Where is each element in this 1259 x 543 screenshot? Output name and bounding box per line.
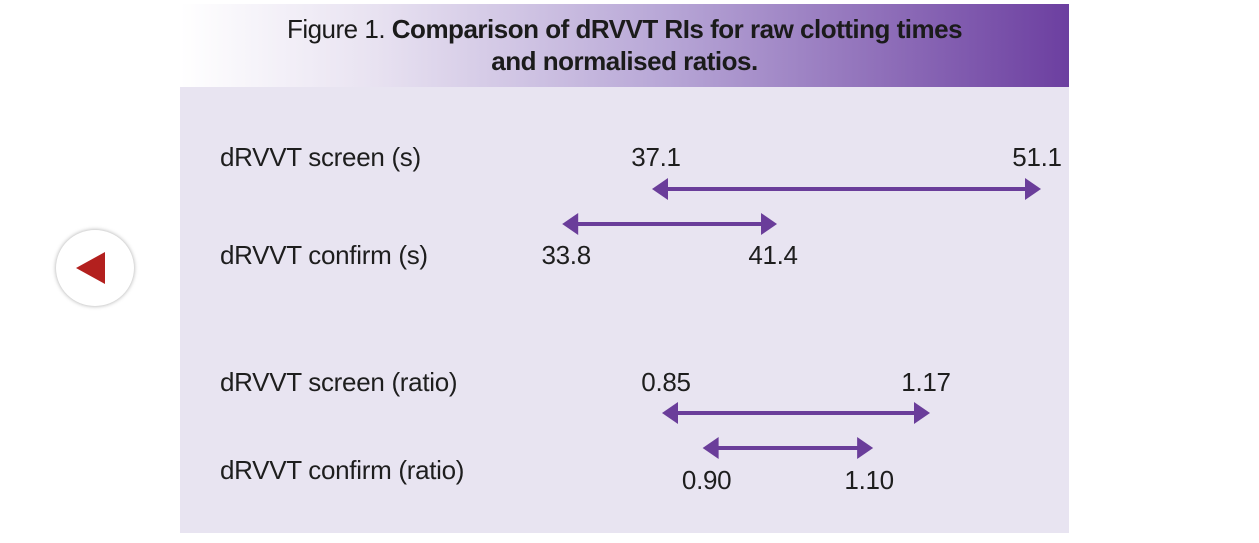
left-triangle-icon <box>76 252 105 284</box>
row-label: dRVVT confirm (s) <box>220 240 428 270</box>
range-arrow-head-right <box>857 437 874 459</box>
figure-label: Figure 1. <box>286 14 386 44</box>
figure-title-line1: Comparison of dRVVT RIs for raw clotting… <box>391 14 963 44</box>
range-arrows <box>562 178 1041 459</box>
row-label: dRVVT screen (ratio) <box>220 367 458 397</box>
range-low-value: 37.1 <box>631 142 681 172</box>
range-arrow-head-right <box>1025 178 1041 200</box>
range-high-value: 51.1 <box>1012 142 1062 172</box>
range-high-value: 1.17 <box>901 367 951 397</box>
figure-panel: Figure 1. Comparison of dRVVT RIs for ra… <box>180 4 1069 533</box>
range-high-value: 41.4 <box>748 240 798 270</box>
range-arrow-head-left <box>652 178 668 200</box>
previous-button[interactable] <box>56 230 134 306</box>
range-arrow-head-left <box>562 213 579 235</box>
range-arrow-head-right <box>914 402 930 424</box>
figure-title: Figure 1. Comparison of dRVVT RIs for ra… <box>180 13 1069 77</box>
range-low-value: 33.8 <box>541 240 591 270</box>
figure-header: Figure 1. Comparison of dRVVT RIs for ra… <box>180 4 1069 87</box>
row-label: dRVVT screen (s) <box>220 142 421 172</box>
range-arrow-head-left <box>702 437 719 459</box>
range-high-value: 1.10 <box>844 465 894 495</box>
range-low-value: 0.90 <box>681 465 732 495</box>
range-low-value: 0.85 <box>641 367 691 397</box>
row-label: dRVVT confirm (ratio) <box>220 455 465 485</box>
range-arrow-head-right <box>761 213 778 235</box>
range-arrow-head-left <box>662 402 678 424</box>
figure-title-line2: and normalised ratios. <box>491 46 758 76</box>
